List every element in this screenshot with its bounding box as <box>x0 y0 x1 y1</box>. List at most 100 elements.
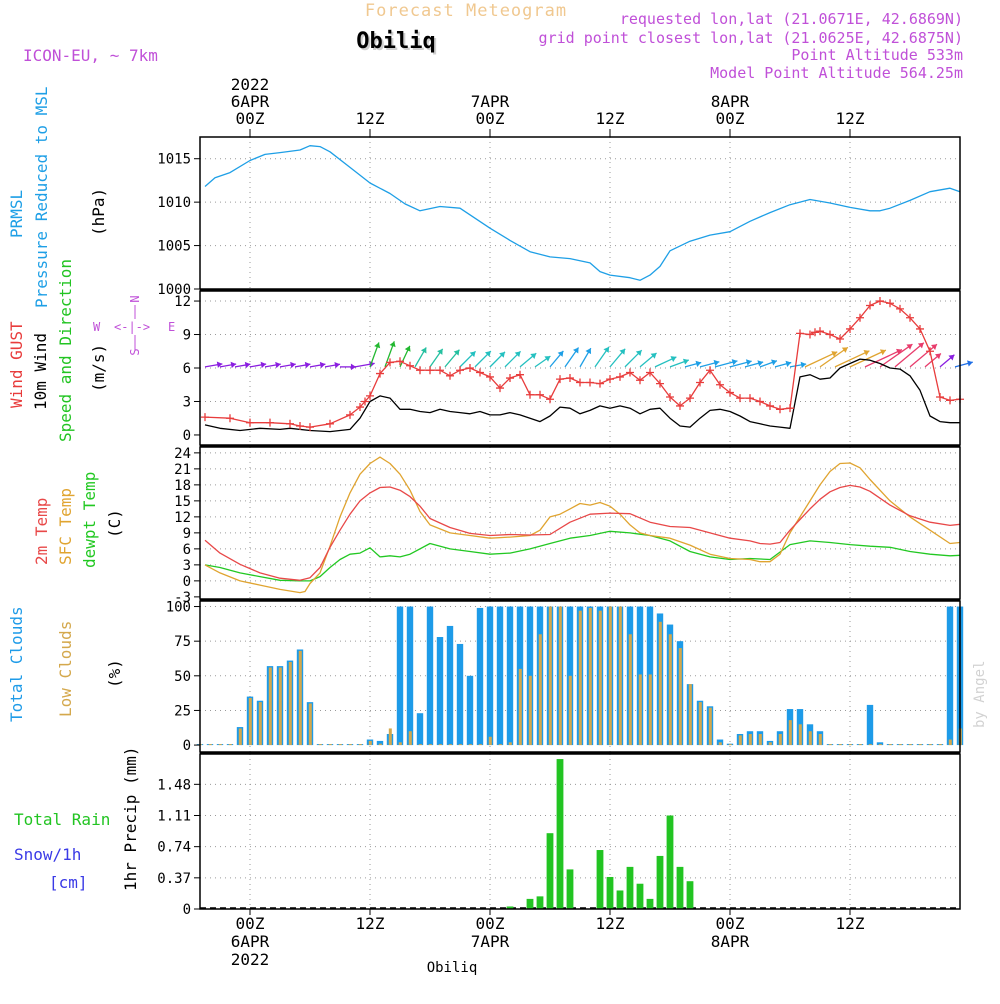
wind-gust-point <box>656 379 664 388</box>
low-clouds-bar <box>328 744 332 746</box>
wind-arrow-head <box>934 353 941 360</box>
y-tick-label-temp: 6 <box>183 542 191 558</box>
wind-gust-point <box>346 410 354 419</box>
low-clouds-bar <box>258 702 262 746</box>
wind-arrow-head <box>334 361 340 369</box>
wind-arrow-shaft <box>849 349 887 368</box>
low-clouds-bar <box>868 744 872 746</box>
time-label-bottom: 12Z <box>356 914 385 933</box>
wind-gust-point <box>906 313 914 322</box>
wind-gust-point <box>936 393 944 402</box>
total-clouds-bar <box>416 713 424 746</box>
wind-gust-point <box>286 419 294 428</box>
y-tick-label-temp: 18 <box>174 478 191 494</box>
precip-bar <box>606 876 614 909</box>
wind-gust-point <box>406 361 414 370</box>
label-low-clouds: Low Clouds <box>56 621 75 717</box>
y-tick-label-wind: 12 <box>174 294 191 310</box>
wind-gust-point <box>536 390 544 399</box>
y-tick-label-temp: 3 <box>183 558 191 574</box>
y-tick-label-pressure: 1015 <box>157 152 191 168</box>
wind-gust-point <box>361 397 369 406</box>
low-clouds-bar <box>778 733 782 746</box>
low-clouds-bar <box>588 607 592 746</box>
wind-dir-arrow <box>564 347 580 368</box>
wind-dir-arrow <box>909 343 938 368</box>
wind-arrow-head <box>437 348 443 355</box>
low-clouds-bar <box>408 731 412 746</box>
time-label-bottom: 12Z <box>836 914 865 933</box>
time-label-bottom: 12Z <box>596 914 625 933</box>
wind-arrow-head <box>800 361 807 369</box>
wind-gust-point <box>376 369 384 378</box>
wind-dir-arrow <box>340 363 356 371</box>
wind-dir-arrow <box>699 359 720 368</box>
wind-gust-point <box>226 414 234 423</box>
wind-dir-arrow <box>474 350 492 368</box>
low-clouds-bar <box>248 697 252 746</box>
wind-gust-point <box>926 347 934 356</box>
low-clouds-bar <box>628 634 632 746</box>
wind-arrow-head <box>244 361 251 369</box>
wind-dir-arrow <box>519 352 537 368</box>
wind-gust-point <box>201 413 209 422</box>
wind-arrow-head <box>603 346 609 353</box>
wind-arrow-head <box>304 361 311 369</box>
wind-arrow-head <box>389 341 396 348</box>
wind-arrow-head <box>931 344 937 350</box>
wind-arrow-head <box>619 348 626 355</box>
wind-gust-point <box>296 422 304 431</box>
low-clouds-bar <box>568 675 572 746</box>
compass-w: W <box>93 320 101 334</box>
low-clouds-bar <box>508 742 512 746</box>
time-label-top: 8APR <box>711 92 750 111</box>
wind-dir-arrow <box>234 361 251 369</box>
low-clouds-bar <box>908 744 912 746</box>
low-clouds-bar <box>608 606 612 746</box>
gridpoint-lonlat: grid point closest lon,lat (21.0625E, 42… <box>539 29 963 47</box>
precip-bar <box>666 815 674 909</box>
low-clouds-bar <box>898 744 902 746</box>
dewpt-temp-line <box>204 530 961 582</box>
wind-arrow-head <box>585 348 592 355</box>
precip-bar <box>556 759 564 909</box>
wind-gust-point <box>366 391 374 400</box>
wind-gust-point <box>856 313 864 322</box>
wind-arrow-head <box>260 361 267 369</box>
prmsl-line <box>204 145 961 281</box>
y-tick-label-precip: 1.48 <box>157 777 191 793</box>
precip-bar <box>626 866 634 909</box>
wind-gust-point <box>566 374 574 383</box>
wind-gust-point <box>746 394 754 403</box>
wind-gust-point <box>596 379 604 388</box>
wind-arrow-head <box>514 351 521 358</box>
top-title: Forecast Meteogram <box>365 1 567 21</box>
wind-dir-arrow <box>834 350 870 368</box>
wind-dir-arrow <box>504 350 522 368</box>
wind-gust-point <box>716 380 724 389</box>
precip-bar <box>616 890 624 909</box>
low-clouds-bar <box>368 740 372 746</box>
total-clouds-bar <box>496 606 504 746</box>
low-clouds-bar <box>378 743 382 746</box>
y-tick-label-clouds: 25 <box>174 703 191 719</box>
credit-watermark: by Angel <box>972 661 988 728</box>
model-name: ICON-EU, ~ 7km <box>23 46 158 65</box>
wind-gust-point <box>811 328 819 337</box>
wind-gust-point <box>896 304 904 313</box>
wind-gust-point <box>736 394 744 403</box>
wind-gust-point <box>526 390 534 399</box>
precip-bar <box>646 898 654 909</box>
wind-arrow-head <box>374 342 381 349</box>
wind-arrow-shaft <box>864 349 903 368</box>
wind-gust-point <box>796 329 804 338</box>
wind-gust-point <box>846 324 854 333</box>
wind-gust-point <box>616 372 624 381</box>
low-clouds-bar <box>748 733 752 746</box>
wind-gust-point <box>486 372 494 381</box>
wind-dir-arrow <box>894 342 925 368</box>
low-clouds-bar <box>228 744 232 746</box>
wind-arrow-head <box>785 360 792 367</box>
precip-bar <box>686 881 694 909</box>
wind-dir-arrow <box>204 361 223 368</box>
